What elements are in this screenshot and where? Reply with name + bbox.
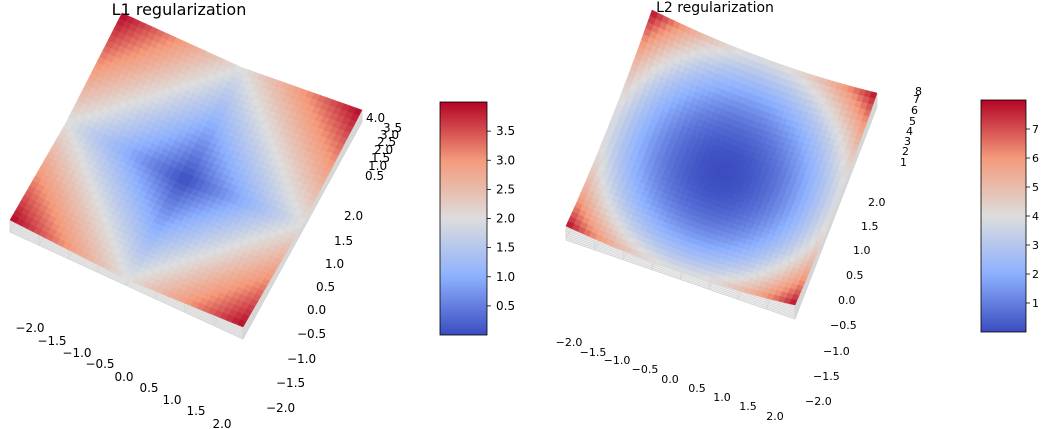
l2-colorbar: 1 2 3 4 5 6 7 xyxy=(980,99,1039,333)
l2-z-tick-5: 6 xyxy=(911,104,918,117)
l1-x-tick-0: −2.0 xyxy=(15,321,44,335)
l2-z-tick-4: 5 xyxy=(909,115,916,128)
l2-cb-ticklabel-1: 2 xyxy=(1032,268,1039,281)
l1-y-tick-4: 0.0 xyxy=(307,303,326,317)
l2-x-tick-4: 0.0 xyxy=(661,373,679,386)
l2-y-tick-1: −1.5 xyxy=(813,370,840,383)
l2-cb-ticklabel-6: 7 xyxy=(1032,123,1039,136)
l1-x-tick-2: −1.0 xyxy=(62,346,91,360)
l2-cb-ticklabel-3: 4 xyxy=(1032,210,1039,223)
l1-y-tick-1: −1.5 xyxy=(276,376,305,390)
l2-cb-ticklabel-4: 5 xyxy=(1032,181,1039,194)
l2-z-tick-6: 7 xyxy=(913,93,920,106)
l1-z-tick-2: 1.5 xyxy=(371,151,390,165)
l2-title: L2 regularization xyxy=(656,0,774,16)
l2-x-tick-2: −1.0 xyxy=(604,354,631,367)
l1-z-tick-7: 4.0 xyxy=(366,111,385,125)
l2-y-tick-3: −0.5 xyxy=(830,319,857,332)
l2-z-tick-0: 1 xyxy=(900,156,907,169)
l2-y-tick-6: 1.0 xyxy=(853,244,871,257)
l2-z-tick-2: 3 xyxy=(904,135,911,148)
l1-x-tick-3: −0.5 xyxy=(85,357,114,371)
l1-z-ticks: 0.51.01.52.02.53.03.54.0 xyxy=(365,111,402,183)
l1-x-ticks: −2.0−1.5−1.0−0.50.0 0.5 1.0 1.5 2.0 xyxy=(15,321,231,429)
l1-colorbar-gradient xyxy=(439,101,488,336)
l1-cb-ticklabel-4: 2.5 xyxy=(496,182,515,196)
l2-z-tick-3: 4 xyxy=(906,125,913,138)
l1-cb-ticklabel-0: 0.5 xyxy=(496,299,515,313)
l2-surface-plot: L2 regularization −2.0−1.5−1.0−0.50.00.5… xyxy=(556,0,922,423)
l2-x-tick-7: 1.5 xyxy=(739,400,757,413)
l1-x-tick-7: 1.5 xyxy=(186,404,205,418)
l1-surface xyxy=(9,12,363,328)
l2-x-ticks: −2.0−1.5−1.0−0.50.0 0.5 1.0 1.5 2.0 xyxy=(556,336,784,423)
l2-surface xyxy=(565,9,878,306)
l1-z-tick-6: 3.5 xyxy=(383,121,402,135)
l2-cb-ticklabel-2: 3 xyxy=(1032,239,1039,252)
l2-colorbar-ticks: 1 2 3 4 5 6 7 xyxy=(1026,123,1039,310)
l2-z-tick-1: 2 xyxy=(902,145,909,158)
l1-z-tick-5: 3.0 xyxy=(380,128,399,142)
l1-x-tick-6: 1.0 xyxy=(162,393,181,407)
l1-z-tick-0: 0.5 xyxy=(365,169,384,183)
l2-y-tick-0: −2.0 xyxy=(805,395,832,408)
l1-y-tick-8: 2.0 xyxy=(344,209,363,223)
l2-x-tick-0: −2.0 xyxy=(556,336,583,349)
l2-x-tick-6: 1.0 xyxy=(713,391,731,404)
l1-y-tick-7: 1.5 xyxy=(334,234,353,248)
l1-x-tick-1: −1.5 xyxy=(37,334,66,348)
l1-cb-ticklabel-1: 1.0 xyxy=(496,270,515,284)
l1-x-tick-4: 0.0 xyxy=(114,370,133,384)
l2-x-tick-8: 2.0 xyxy=(766,410,784,423)
l2-z-tick-7: 8 xyxy=(915,85,922,98)
l1-z-tick-3: 2.0 xyxy=(374,143,393,157)
l1-y-tick-0: −2.0 xyxy=(266,401,295,415)
l1-cb-ticklabel-6: 3.5 xyxy=(496,124,515,138)
l2-y-tick-5: 0.5 xyxy=(846,269,864,282)
l2-y-tick-2: −1.0 xyxy=(823,345,850,358)
l2-y-tick-4: 0.0 xyxy=(838,294,856,307)
l1-cb-ticklabel-5: 3.0 xyxy=(496,153,515,167)
l1-z-tick-1: 1.0 xyxy=(368,159,387,173)
l2-y-tick-8: 2.0 xyxy=(868,196,886,209)
l1-surface-plot: L1 regularization −2.0−1.5−1.0−0.50.00.5… xyxy=(9,0,402,429)
l1-x-tick-8: 2.0 xyxy=(212,417,231,429)
l1-colorbar-ticks: 0.5 1.0 1.5 2.0 2.5 3.0 3.5 xyxy=(487,124,515,313)
l1-y-tick-2: −1.0 xyxy=(287,352,316,366)
l1-y-tick-5: 0.5 xyxy=(316,280,335,294)
l2-x-tick-1: −1.5 xyxy=(580,346,607,359)
l2-cb-ticklabel-5: 6 xyxy=(1032,152,1039,165)
l1-z-tick-4: 2.5 xyxy=(377,135,396,149)
l1-y-tick-3: −0.5 xyxy=(297,327,326,341)
l1-x-tick-5: 0.5 xyxy=(139,381,158,395)
l1-title: L1 regularization xyxy=(112,0,247,19)
l2-x-tick-5: 0.5 xyxy=(688,382,706,395)
l2-y-tick-7: 1.5 xyxy=(861,220,879,233)
l2-y-ticks: −2.0 −1.5 −1.0 −0.5 0.0 0.5 1.0 1.5 2.0 xyxy=(805,196,886,408)
l1-y-tick-6: 1.0 xyxy=(325,257,344,271)
l2-x-tick-3: −0.5 xyxy=(632,363,659,376)
l2-cb-ticklabel-0: 1 xyxy=(1032,297,1039,310)
l1-colorbar: 0.5 1.0 1.5 2.0 2.5 3.0 3.5 xyxy=(439,101,515,336)
l1-cb-ticklabel-3: 2.0 xyxy=(496,212,515,226)
l2-colorbar-gradient xyxy=(980,99,1027,333)
l1-cb-ticklabel-2: 1.5 xyxy=(496,241,515,255)
l1-y-ticks: −2.0 −1.5 −1.0 −0.5 0.0 0.5 1.0 1.5 2.0 xyxy=(266,209,363,415)
